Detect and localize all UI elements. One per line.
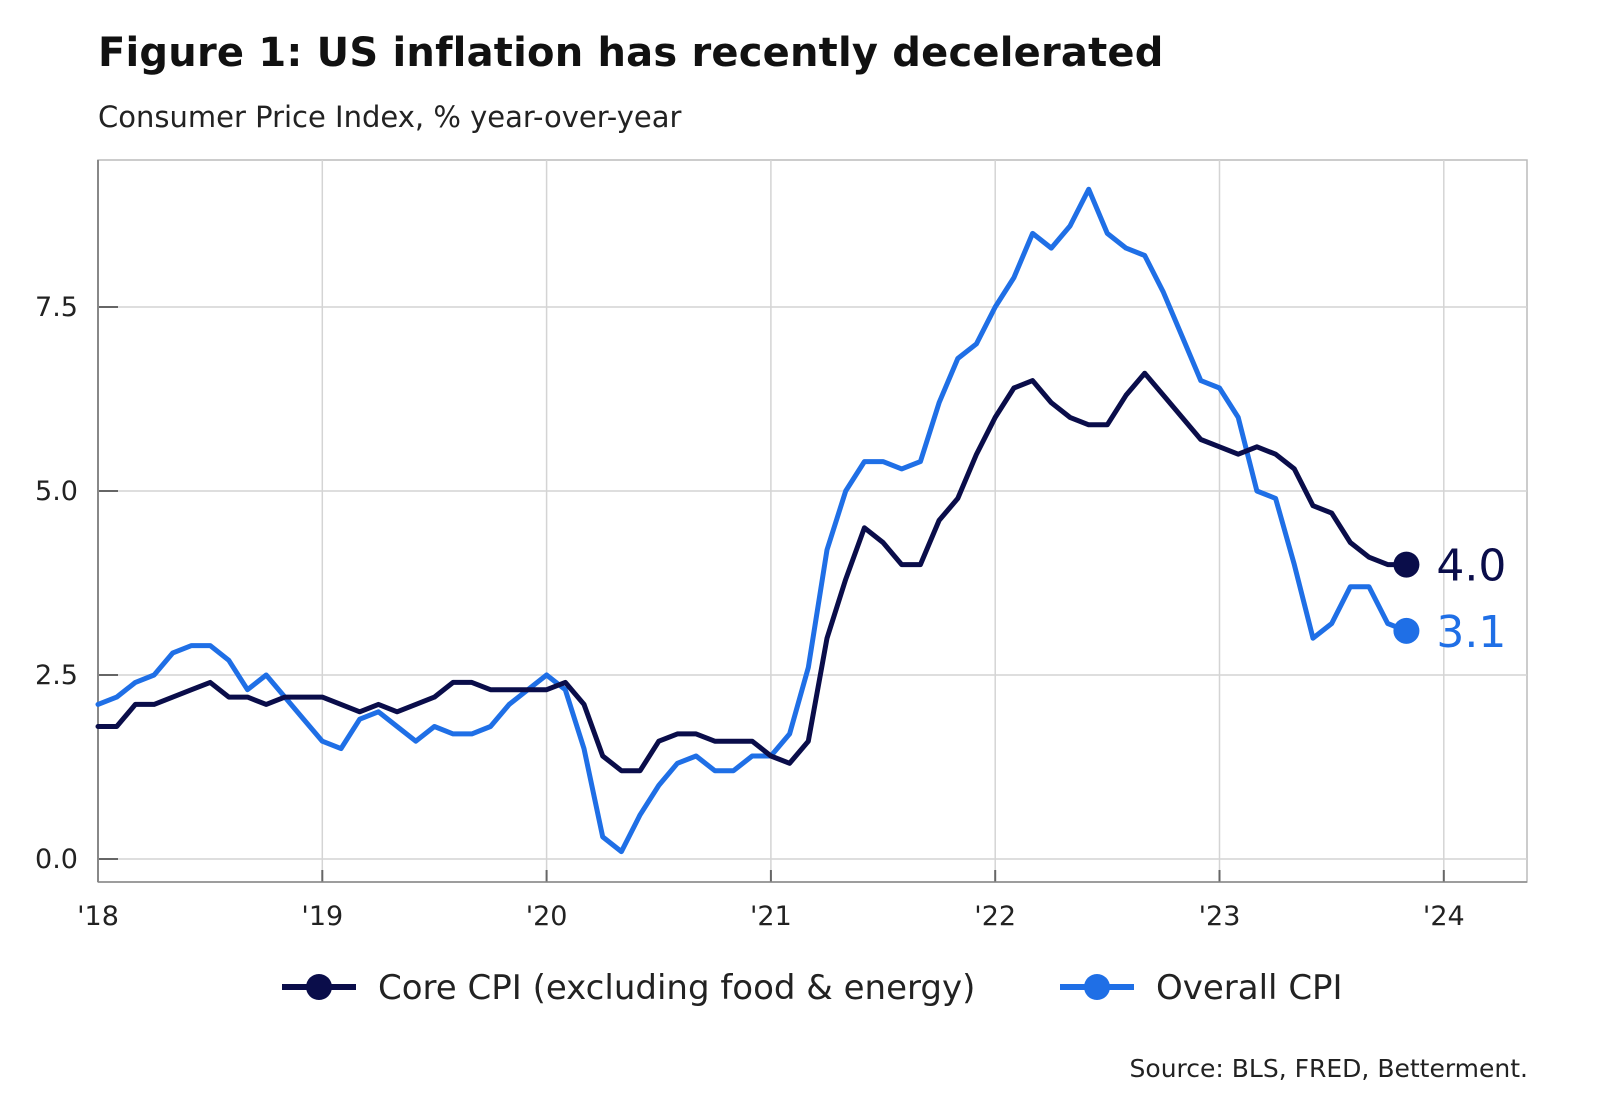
series-line-overall-cpi [95,186,1409,855]
y-tick-label: 7.5 [35,292,78,323]
legend-marker [1084,974,1110,1000]
x-tick-label: '19 [301,901,343,932]
legend-label: Overall CPI [1156,968,1343,1008]
end-value-label: 4.0 [1436,541,1506,592]
legend-marker [306,974,332,1000]
y-tick-label: 0.0 [35,844,78,875]
source-note: Source: BLS, FRED, Betterment. [1129,1054,1528,1083]
chart-title: Figure 1: US inflation has recently dece… [98,30,1164,76]
y-tick-label: 5.0 [35,476,78,507]
x-tick-label: '22 [974,901,1016,932]
x-tick-label: '23 [1199,901,1241,932]
legend-label: Core CPI (excluding food & energy) [378,968,975,1008]
plot-frame [97,159,1528,883]
x-tick-label: '21 [750,901,792,932]
x-tick-label: '24 [1423,901,1465,932]
end-value-label: 3.1 [1436,607,1506,658]
end-point-marker [1393,551,1420,578]
series-line-core-cpi [95,370,1409,774]
x-tick-label: '20 [526,901,568,932]
chart-subtitle: Consumer Price Index, % year-over-year [98,100,682,134]
x-tick-label: '18 [77,901,119,932]
end-point-marker [1393,617,1420,644]
y-tick-label: 2.5 [35,660,78,691]
